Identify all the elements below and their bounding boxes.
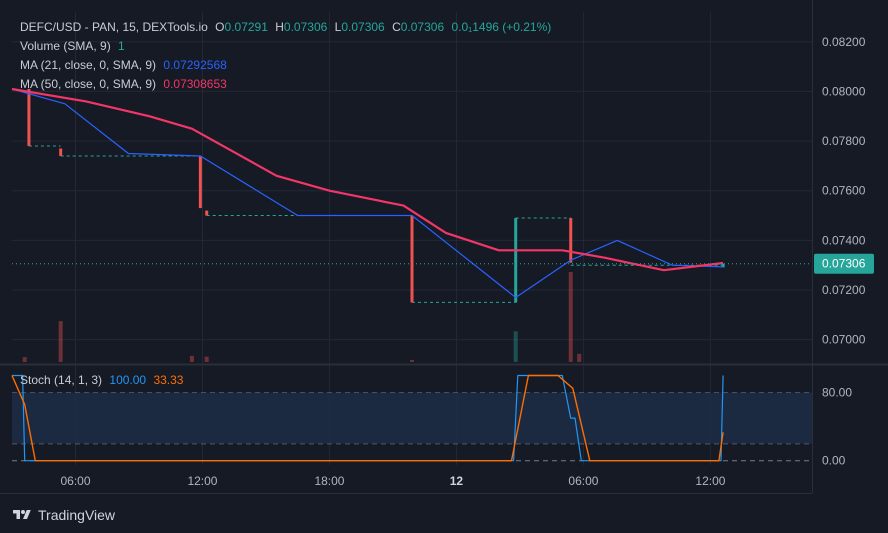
candle-body bbox=[59, 148, 63, 156]
stoch-label: Stoch (14, 1, 3) bbox=[20, 373, 103, 387]
time-tick-label: 12:00 bbox=[695, 474, 725, 488]
candle-body bbox=[721, 263, 725, 268]
ma21-label: MA (21, close, 0, SMA, 9) bbox=[20, 58, 157, 72]
stoch-tick-label: 80.00 bbox=[822, 386, 852, 400]
volume-bar bbox=[568, 272, 573, 362]
stoch-k-value: 100.00 bbox=[109, 373, 147, 387]
open-value: 0.07291 bbox=[224, 20, 268, 34]
price-tick-label: 0.07200 bbox=[822, 283, 866, 297]
volume-value: 1 bbox=[118, 39, 125, 53]
stoch-legend[interactable]: Stoch (14, 1, 3) 100.00 33.33 bbox=[20, 371, 187, 390]
price-tick-label: 0.07800 bbox=[822, 134, 866, 148]
flat-price-segments bbox=[28, 145, 724, 303]
volume-bar bbox=[410, 359, 414, 362]
candles[interactable] bbox=[27, 88, 725, 303]
candle-body bbox=[514, 218, 518, 303]
ma50-label: MA (50, close, 0, SMA, 9) bbox=[20, 77, 157, 91]
candle-body bbox=[569, 218, 573, 263]
ma50-line bbox=[11, 87, 724, 272]
candle-body bbox=[198, 155, 202, 209]
symbol-label[interactable]: DEFC/USD - PAN, 15, DEXTools.io bbox=[20, 20, 208, 34]
time-tick-label: 06:00 bbox=[60, 474, 90, 488]
stoch-lines bbox=[11, 374, 724, 462]
ma21-line bbox=[11, 88, 724, 299]
volume-legend[interactable]: Volume (SMA, 9) 1 bbox=[20, 37, 129, 56]
price-tick-label: 0.07400 bbox=[822, 233, 866, 247]
candle-body bbox=[205, 210, 209, 216]
time-tick-label: 18:00 bbox=[314, 474, 344, 488]
price-tick-label: 0.08200 bbox=[822, 35, 866, 49]
last-price-badge-label: 0.07306 bbox=[822, 257, 866, 271]
tradingview-logo-icon bbox=[13, 510, 31, 519]
volume-bar bbox=[513, 331, 518, 362]
volume-label: Volume (SMA, 9) bbox=[20, 39, 111, 53]
volume-bars bbox=[22, 272, 582, 362]
ma21-value: 0.07292568 bbox=[163, 58, 227, 72]
price-tick-label: 0.07000 bbox=[822, 333, 866, 347]
ohlc-legend: DEFC/USD - PAN, 15, DEXTools.io O0.07291… bbox=[20, 18, 555, 37]
time-tick-label: 12 bbox=[450, 474, 464, 488]
candle-body bbox=[410, 215, 414, 303]
high-label: H bbox=[275, 20, 284, 34]
open-label: O bbox=[215, 20, 225, 34]
axes: 0.08200 0.08000 0.07800 0.07600 0.07400 0.072… bbox=[0, 0, 888, 494]
volume-bar bbox=[189, 355, 194, 362]
change-value: 0.0₁1496 (+0.21%) bbox=[451, 20, 552, 34]
ma50-legend[interactable]: MA (50, close, 0, SMA, 9) 0.07308653 bbox=[20, 75, 231, 94]
tradingview-brand[interactable]: TradingView bbox=[12, 505, 115, 525]
stoch-d-value: 33.33 bbox=[153, 373, 184, 387]
volume-bar bbox=[204, 356, 209, 362]
moving-averages bbox=[11, 87, 812, 299]
time-tick-label: 12:00 bbox=[187, 474, 217, 488]
ma50-value: 0.07308653 bbox=[163, 77, 227, 91]
stoch-tick-label: 0.00 bbox=[822, 454, 846, 468]
low-value: 0.07306 bbox=[341, 20, 385, 34]
volume-bar bbox=[577, 353, 582, 362]
close-label: C bbox=[392, 20, 401, 34]
brand-label: TradingView bbox=[38, 507, 116, 523]
stoch-band bbox=[12, 392, 812, 444]
time-tick-label: 06:00 bbox=[568, 474, 598, 488]
close-value: 0.07306 bbox=[400, 20, 445, 34]
price-tick-label: 0.08000 bbox=[822, 84, 866, 98]
stoch-d-line bbox=[11, 374, 724, 462]
ma21-legend[interactable]: MA (21, close, 0, SMA, 9) 0.07292568 bbox=[20, 56, 231, 75]
volume-bar bbox=[58, 321, 63, 362]
last-price-badge bbox=[814, 253, 874, 274]
price-tick-label: 0.07600 bbox=[822, 184, 866, 198]
volume-bar bbox=[22, 357, 27, 362]
high-value: 0.07306 bbox=[283, 20, 328, 34]
low-label: L bbox=[334, 20, 342, 34]
candle-body bbox=[27, 88, 31, 147]
